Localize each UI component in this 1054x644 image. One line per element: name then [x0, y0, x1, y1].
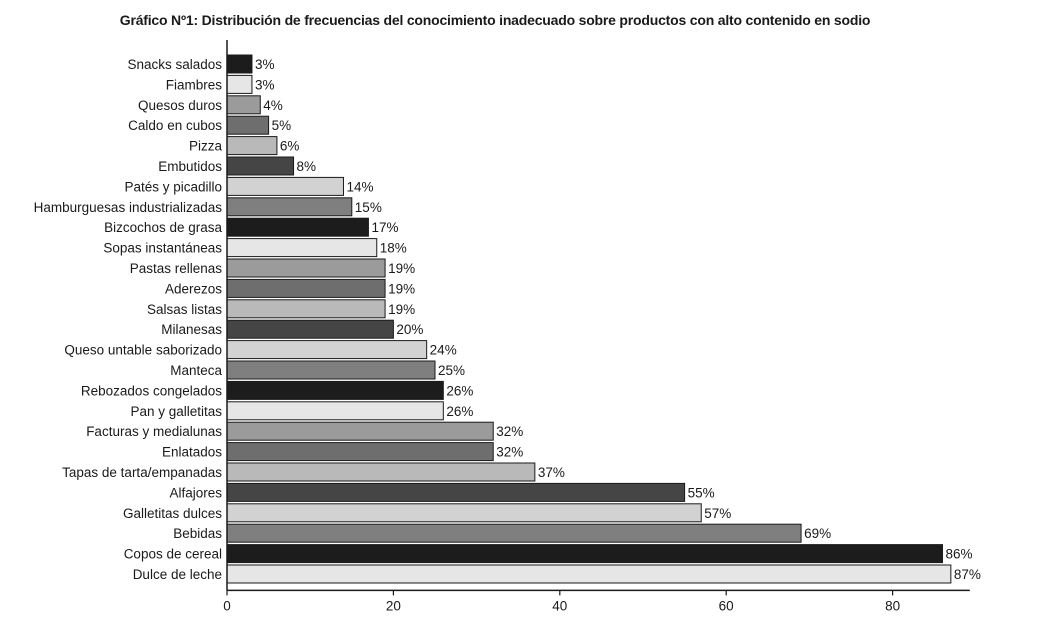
category-label: Tapas de tarta/empanadas [62, 465, 222, 480]
category-label: Sopas instantáneas [103, 241, 222, 256]
category-label: Snacks salados [127, 57, 222, 72]
value-label: 19% [388, 281, 415, 296]
value-label: 18% [380, 241, 407, 256]
category-label: Copos de cereal [124, 547, 222, 562]
category-label: Quesos duros [138, 98, 222, 113]
value-label: 19% [388, 261, 415, 276]
category-label: Dulce de leche [133, 567, 222, 582]
value-label: 87% [954, 567, 981, 582]
category-label: Salsas listas [147, 302, 222, 317]
value-label: 26% [446, 404, 473, 419]
bars-layer [226, 54, 952, 584]
value-label: 37% [538, 465, 565, 480]
value-label: 6% [280, 139, 300, 154]
bar-15 [226, 340, 428, 360]
category-label: Manteca [170, 363, 222, 378]
category-label: Rebozados congelados [81, 383, 222, 398]
category-labels: Snacks salados Fiambres Quesos duros Caldo … [34, 57, 223, 582]
category-label: Pan y galletitas [130, 404, 222, 419]
value-label: 3% [255, 77, 275, 92]
bar-19 [226, 421, 494, 441]
bar-16 [226, 360, 436, 380]
value-label: 57% [704, 506, 731, 521]
value-label: 26% [446, 383, 473, 398]
category-label: Bebidas [173, 526, 222, 541]
axes: 0 20 40 60 80 [223, 40, 970, 613]
value-label: 25% [438, 363, 465, 378]
bar-7 [226, 176, 344, 196]
bar-8 [226, 197, 353, 217]
bar-21 [226, 462, 536, 482]
bar-3 [226, 95, 261, 115]
value-labels: 3% 3% 4% 5% 6% 8% 14% 15% 17% 18% 19% 19% 19% 20% 24% 2… [255, 57, 981, 582]
category-label: Pizza [189, 139, 223, 154]
x-tick-label: 60 [719, 598, 734, 613]
category-label: Queso untable saborizado [64, 343, 222, 358]
category-label: Hamburguesas industrializadas [34, 200, 223, 215]
bar-10 [226, 238, 378, 258]
bar-12 [226, 278, 386, 298]
value-label: 86% [946, 547, 973, 562]
bar-18 [226, 401, 444, 421]
bar-20 [226, 442, 494, 462]
value-label: 17% [371, 220, 398, 235]
value-label: 8% [297, 159, 317, 174]
category-label: Enlatados [162, 445, 222, 460]
category-label: Bizcochos de grasa [104, 220, 222, 235]
category-label: Milanesas [161, 322, 222, 337]
bar-11 [226, 258, 386, 278]
x-tick-label: 40 [552, 598, 567, 613]
bar-24 [226, 523, 802, 543]
category-label: Pastas rellenas [130, 261, 223, 276]
value-label: 3% [255, 57, 275, 72]
category-label: Caldo en cubos [128, 118, 222, 133]
value-label: 32% [496, 424, 523, 439]
bar-23 [226, 503, 702, 523]
bar-1 [226, 54, 253, 74]
value-label: 19% [388, 302, 415, 317]
x-tick-label: 80 [885, 598, 900, 613]
value-label: 24% [430, 343, 457, 358]
value-label: 15% [355, 200, 382, 215]
bar-25 [226, 544, 944, 564]
bar-17 [226, 380, 444, 400]
bar-22 [226, 482, 686, 502]
value-label: 32% [496, 445, 523, 460]
bar-5 [226, 136, 278, 156]
category-label: Aderezos [165, 281, 222, 296]
chart-title: Gráfico Nº1: Distribución de frecuencias… [119, 12, 871, 28]
bar-6 [226, 156, 295, 176]
bar-13 [226, 299, 386, 319]
x-tick-label: 20 [386, 598, 401, 613]
category-label: Alfajores [169, 485, 222, 500]
bar-9 [226, 217, 369, 237]
value-label: 55% [688, 485, 715, 500]
bar-14 [226, 319, 394, 339]
bar-2 [226, 74, 253, 94]
category-label: Galletitas dulces [123, 506, 222, 521]
category-label: Embutidos [158, 159, 222, 174]
x-tick-label: 0 [223, 598, 231, 613]
category-label: Patés y picadillo [124, 179, 222, 194]
value-label: 4% [263, 98, 283, 113]
bar-4 [226, 115, 270, 135]
value-label: 20% [396, 322, 423, 337]
category-label: Fiambres [166, 77, 223, 92]
value-label: 5% [272, 118, 292, 133]
category-label: Facturas y medialunas [86, 424, 222, 439]
value-label: 14% [346, 179, 373, 194]
value-label: 69% [804, 526, 831, 541]
bar-26 [226, 564, 952, 584]
